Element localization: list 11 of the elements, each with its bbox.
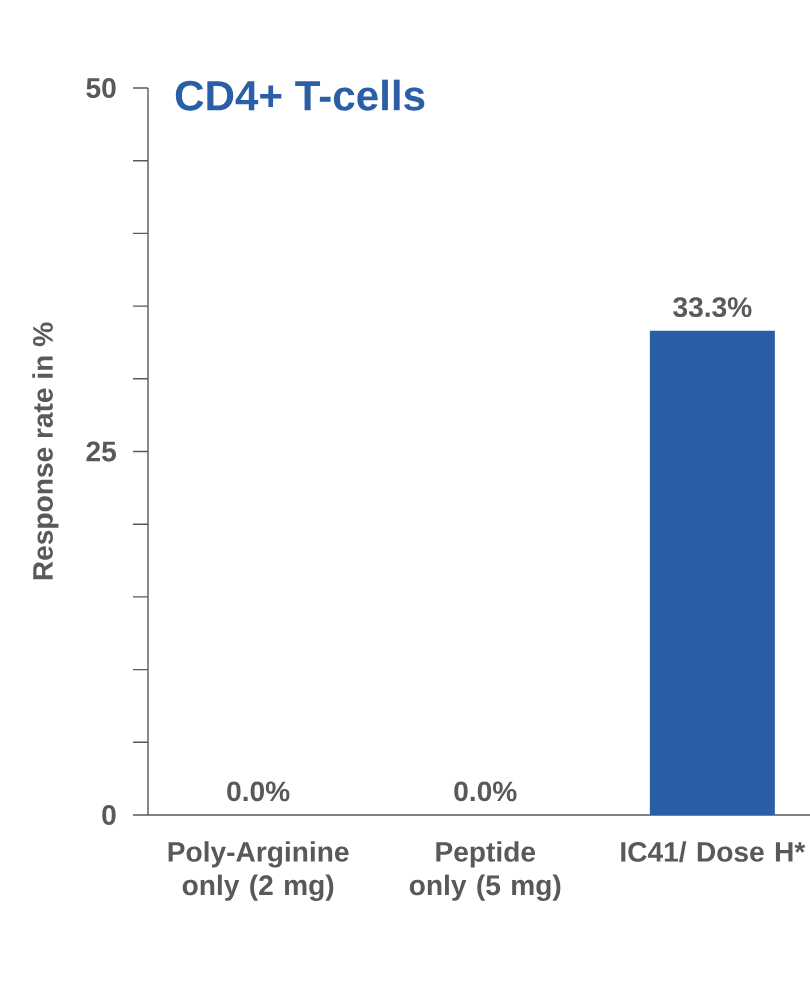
x-tick-label: IC41/ Dose H* [621,841,806,863]
y-tick-label: 50 [86,78,116,98]
y-tick-label: 25 [86,441,116,462]
x-tick-label: Poly-Arginine only (2 mg) [168,841,349,901]
data-label: 0.0% [454,781,517,802]
y-tick-label: 0 [102,805,116,825]
y-axis-title: Response rate in % [32,322,59,580]
data-label: 0.0% [227,781,290,802]
chart-title: CD4+ T-cells [175,79,425,111]
data-label: 33.3% [673,297,752,318]
x-tick-label: Peptide only (5 mg) [409,841,561,901]
